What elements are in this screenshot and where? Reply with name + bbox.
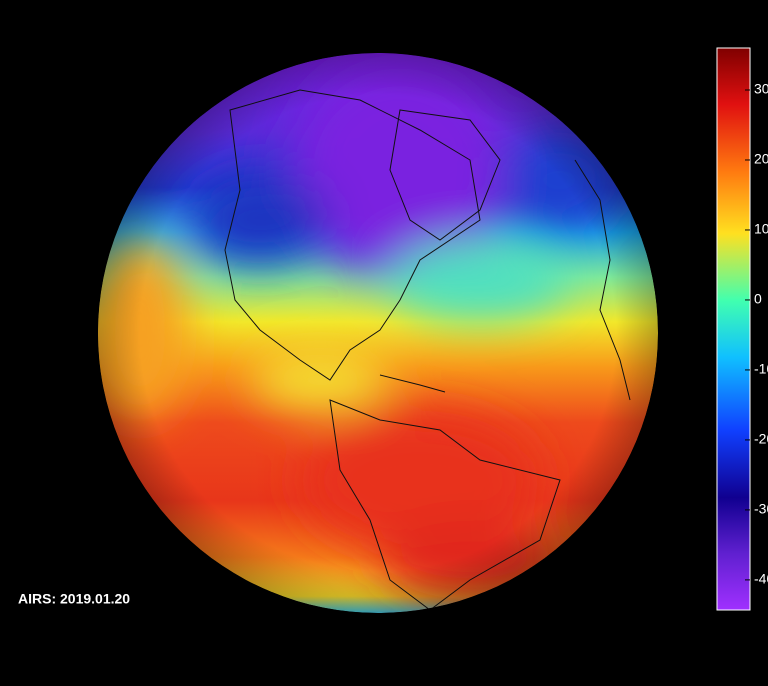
colorbar-tick-label: 30 — [754, 81, 768, 97]
colorbar-tick-label: 0 — [754, 291, 762, 307]
colorbar-tick-label: -40 — [754, 571, 768, 587]
colorbar-tick-label: 10 — [754, 221, 768, 237]
colorbar-tick-label: -20 — [754, 431, 768, 447]
colorbar-tick-label: -30 — [754, 501, 768, 517]
caption: AIRS: 2019.01.20 — [18, 591, 130, 607]
colorbar-tick-label: -10 — [754, 361, 768, 377]
globe-shade — [98, 53, 658, 613]
colorbar — [716, 47, 751, 611]
colorbar-tick-label: 20 — [754, 151, 768, 167]
globe — [98, 53, 658, 613]
